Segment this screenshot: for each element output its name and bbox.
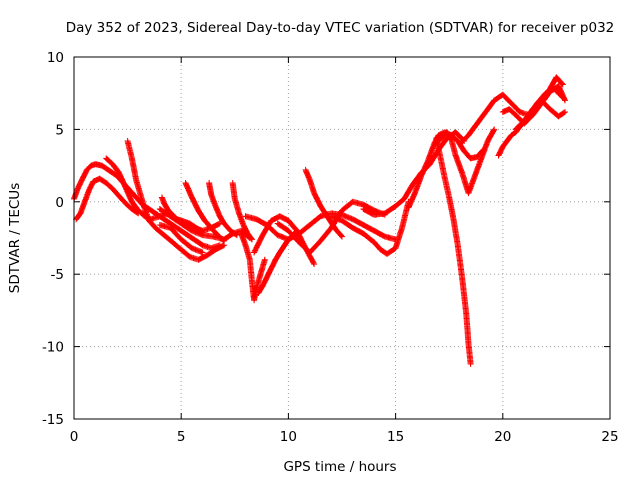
x-axis-label: GPS time / hours <box>283 459 396 475</box>
series-track-8 <box>182 180 228 244</box>
series-track-21 <box>435 126 498 197</box>
series-track-25 <box>499 83 568 127</box>
series-track-10 <box>229 180 255 243</box>
series-track-17 <box>328 198 412 257</box>
tick-labels: 0 5 10 15 20 25 -15 -10 -5 0 5 10 <box>42 50 619 445</box>
series-track-11 <box>238 230 268 304</box>
y-tick-label: 0 <box>55 195 64 211</box>
x-tick-label: 10 <box>280 429 297 445</box>
plot-frame <box>73 56 611 420</box>
series-track-7 <box>158 194 206 236</box>
y-tick-label: 5 <box>55 122 64 138</box>
x-tick-label: 5 <box>177 429 186 445</box>
y-tick-label: 10 <box>47 50 64 66</box>
x-tick-label: 0 <box>70 429 79 445</box>
x-tick-label: 25 <box>601 429 618 445</box>
series-track-9 <box>206 180 240 239</box>
series-track-6 <box>156 222 206 256</box>
y-tick-label: -10 <box>42 340 64 356</box>
series-track-16 <box>302 166 345 240</box>
y-axis-label: SDTVAR / TECUs <box>7 183 23 293</box>
data-series <box>71 74 568 367</box>
y-tick-label: -15 <box>42 412 64 428</box>
series-track-4 <box>124 138 228 263</box>
x-tick-label: 15 <box>387 429 404 445</box>
series-track-2 <box>73 175 142 223</box>
y-tick-label: -5 <box>51 267 64 283</box>
chart-title: Day 352 of 2023, Sidereal Day-to-day VTE… <box>66 20 615 36</box>
axes-frame <box>73 56 611 420</box>
series-track-20 <box>433 135 474 367</box>
x-tick-label: 20 <box>494 429 511 445</box>
